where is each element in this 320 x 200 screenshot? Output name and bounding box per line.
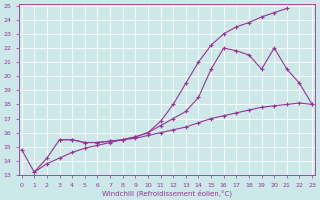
X-axis label: Windchill (Refroidissement éolien,°C): Windchill (Refroidissement éolien,°C) [102, 189, 232, 197]
